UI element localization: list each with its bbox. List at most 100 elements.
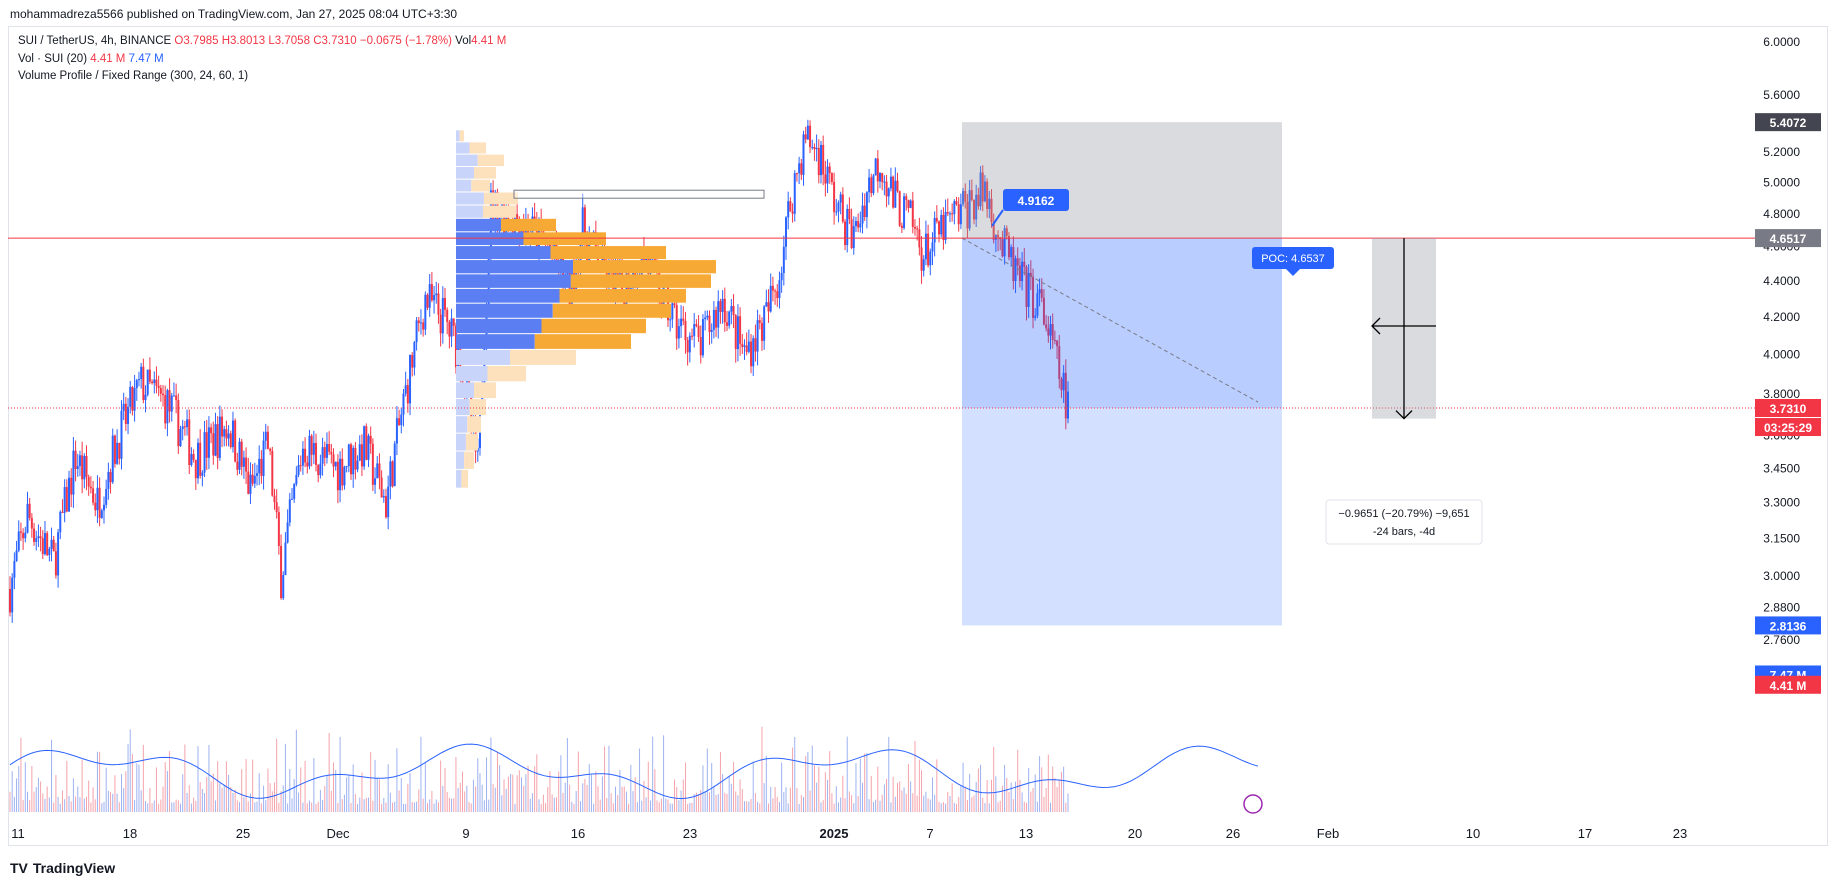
candle-body	[111, 435, 114, 483]
candle-body	[767, 302, 770, 312]
candle-body	[376, 463, 379, 479]
position-profit-zone-filled[interactable]	[962, 238, 1282, 409]
candle-body	[13, 561, 16, 578]
volume-profile-down-bar	[465, 433, 478, 451]
candle-body	[734, 315, 737, 350]
candle-body	[201, 472, 204, 476]
candle-body	[72, 450, 75, 495]
candle-body	[1042, 297, 1045, 325]
candle-body	[1045, 324, 1048, 329]
tradingview-logo[interactable]: TV TradingView	[10, 860, 115, 876]
candle-body	[725, 322, 728, 326]
candle-body	[113, 435, 116, 464]
candle-body	[70, 477, 73, 495]
candle-body	[330, 451, 333, 455]
volume-value-a: 4.41 M	[90, 53, 126, 65]
candle-body	[177, 399, 180, 447]
candle-body	[885, 181, 888, 197]
candle-body	[682, 318, 685, 321]
candle-body	[122, 403, 125, 411]
position-stop-zone[interactable]	[962, 122, 1282, 239]
candle-body	[903, 196, 906, 228]
candle-body	[935, 217, 938, 222]
lightning-icon[interactable]	[1243, 794, 1263, 814]
brand-name: TradingView	[32, 860, 116, 876]
candle-body	[269, 448, 272, 451]
candle-body	[907, 199, 910, 208]
volume-ma-line	[9, 743, 1259, 800]
candle-body	[282, 574, 285, 599]
candle-body	[30, 517, 33, 529]
price-badge	[1755, 229, 1821, 248]
candle-body	[743, 345, 746, 347]
candle-body	[207, 427, 210, 458]
volume-profile-up-bar	[456, 274, 571, 288]
candle-body	[210, 427, 213, 434]
price-badge-label: 2.8136	[1770, 619, 1807, 633]
candle-body	[168, 390, 171, 412]
candle-body	[124, 403, 127, 424]
resistance-rectangle[interactable]	[513, 189, 765, 199]
time-tick-label: 10	[1466, 826, 1480, 841]
candle-body	[240, 441, 243, 467]
position-profit-zone[interactable]	[962, 408, 1282, 626]
candle-body	[1036, 293, 1039, 316]
candle-body	[249, 474, 252, 494]
poc-label-box[interactable]	[1252, 247, 1334, 269]
candle-body	[258, 458, 261, 474]
price-callout-label: 4.9162	[1018, 194, 1055, 208]
candle-body	[1034, 315, 1037, 318]
price-chart[interactable]: −0.9651 (−20.79%) −9,651 -24 bars, -4d 4.9…	[0, 0, 1835, 852]
candle-body	[374, 478, 377, 485]
candle-body	[929, 251, 932, 266]
candle-body	[684, 320, 687, 341]
price-tick-label: 3.3000	[1763, 496, 1800, 510]
candle-body	[400, 414, 403, 426]
candle-body	[793, 173, 796, 214]
volume-indicator-name[interactable]: Vol · SUI (20)	[18, 53, 88, 65]
candle-body	[728, 311, 731, 326]
candle-body	[964, 191, 967, 202]
volume-profile-up-bar	[456, 167, 474, 179]
candle-body	[54, 551, 57, 576]
candle-body	[395, 418, 398, 444]
chart-frame[interactable]	[8, 26, 1828, 846]
price-callout[interactable]	[1003, 189, 1069, 211]
candle-body	[435, 293, 438, 296]
candle-body	[1040, 289, 1043, 298]
candle-body	[253, 475, 256, 484]
candle-body	[747, 341, 750, 352]
candle-body	[750, 341, 753, 367]
candle-body	[107, 471, 110, 489]
volume-profile-up-bar	[456, 260, 573, 274]
candle-body	[9, 588, 11, 613]
volume-profile-down-bar	[570, 274, 711, 288]
legend-symbol[interactable]: SUI / TetherUS, 4h, BINANCE	[18, 35, 172, 47]
candle-body	[127, 406, 130, 424]
candle-body	[367, 435, 370, 460]
volume-profile-indicator-name[interactable]: Volume Profile / Fixed Range (300, 24, 6…	[18, 70, 249, 82]
candle-body	[301, 448, 304, 466]
candle-body	[822, 144, 825, 175]
candle-body	[172, 395, 175, 397]
candle-body	[1047, 328, 1050, 336]
candle-body	[760, 322, 763, 341]
candle-body	[354, 447, 357, 470]
candle-body	[417, 320, 420, 324]
candle-body	[378, 463, 381, 478]
candle-body	[975, 194, 978, 220]
price-badge-label: 03:25:29	[1764, 421, 1812, 435]
price-tick-label: 4.8000	[1763, 207, 1800, 221]
price-badge	[1755, 418, 1821, 437]
time-tick-label: Dec	[326, 826, 350, 841]
candle-body	[304, 448, 307, 463]
candle-body	[216, 424, 219, 458]
price-badge-label: 4.6517	[1770, 232, 1807, 246]
candle-body	[701, 319, 704, 356]
candle-body	[706, 315, 709, 318]
candle-body	[819, 144, 822, 176]
time-tick-label: 7	[926, 826, 933, 841]
candle-body	[782, 246, 785, 274]
candle-body	[363, 426, 366, 467]
legend-low: L3.7058	[268, 35, 310, 47]
